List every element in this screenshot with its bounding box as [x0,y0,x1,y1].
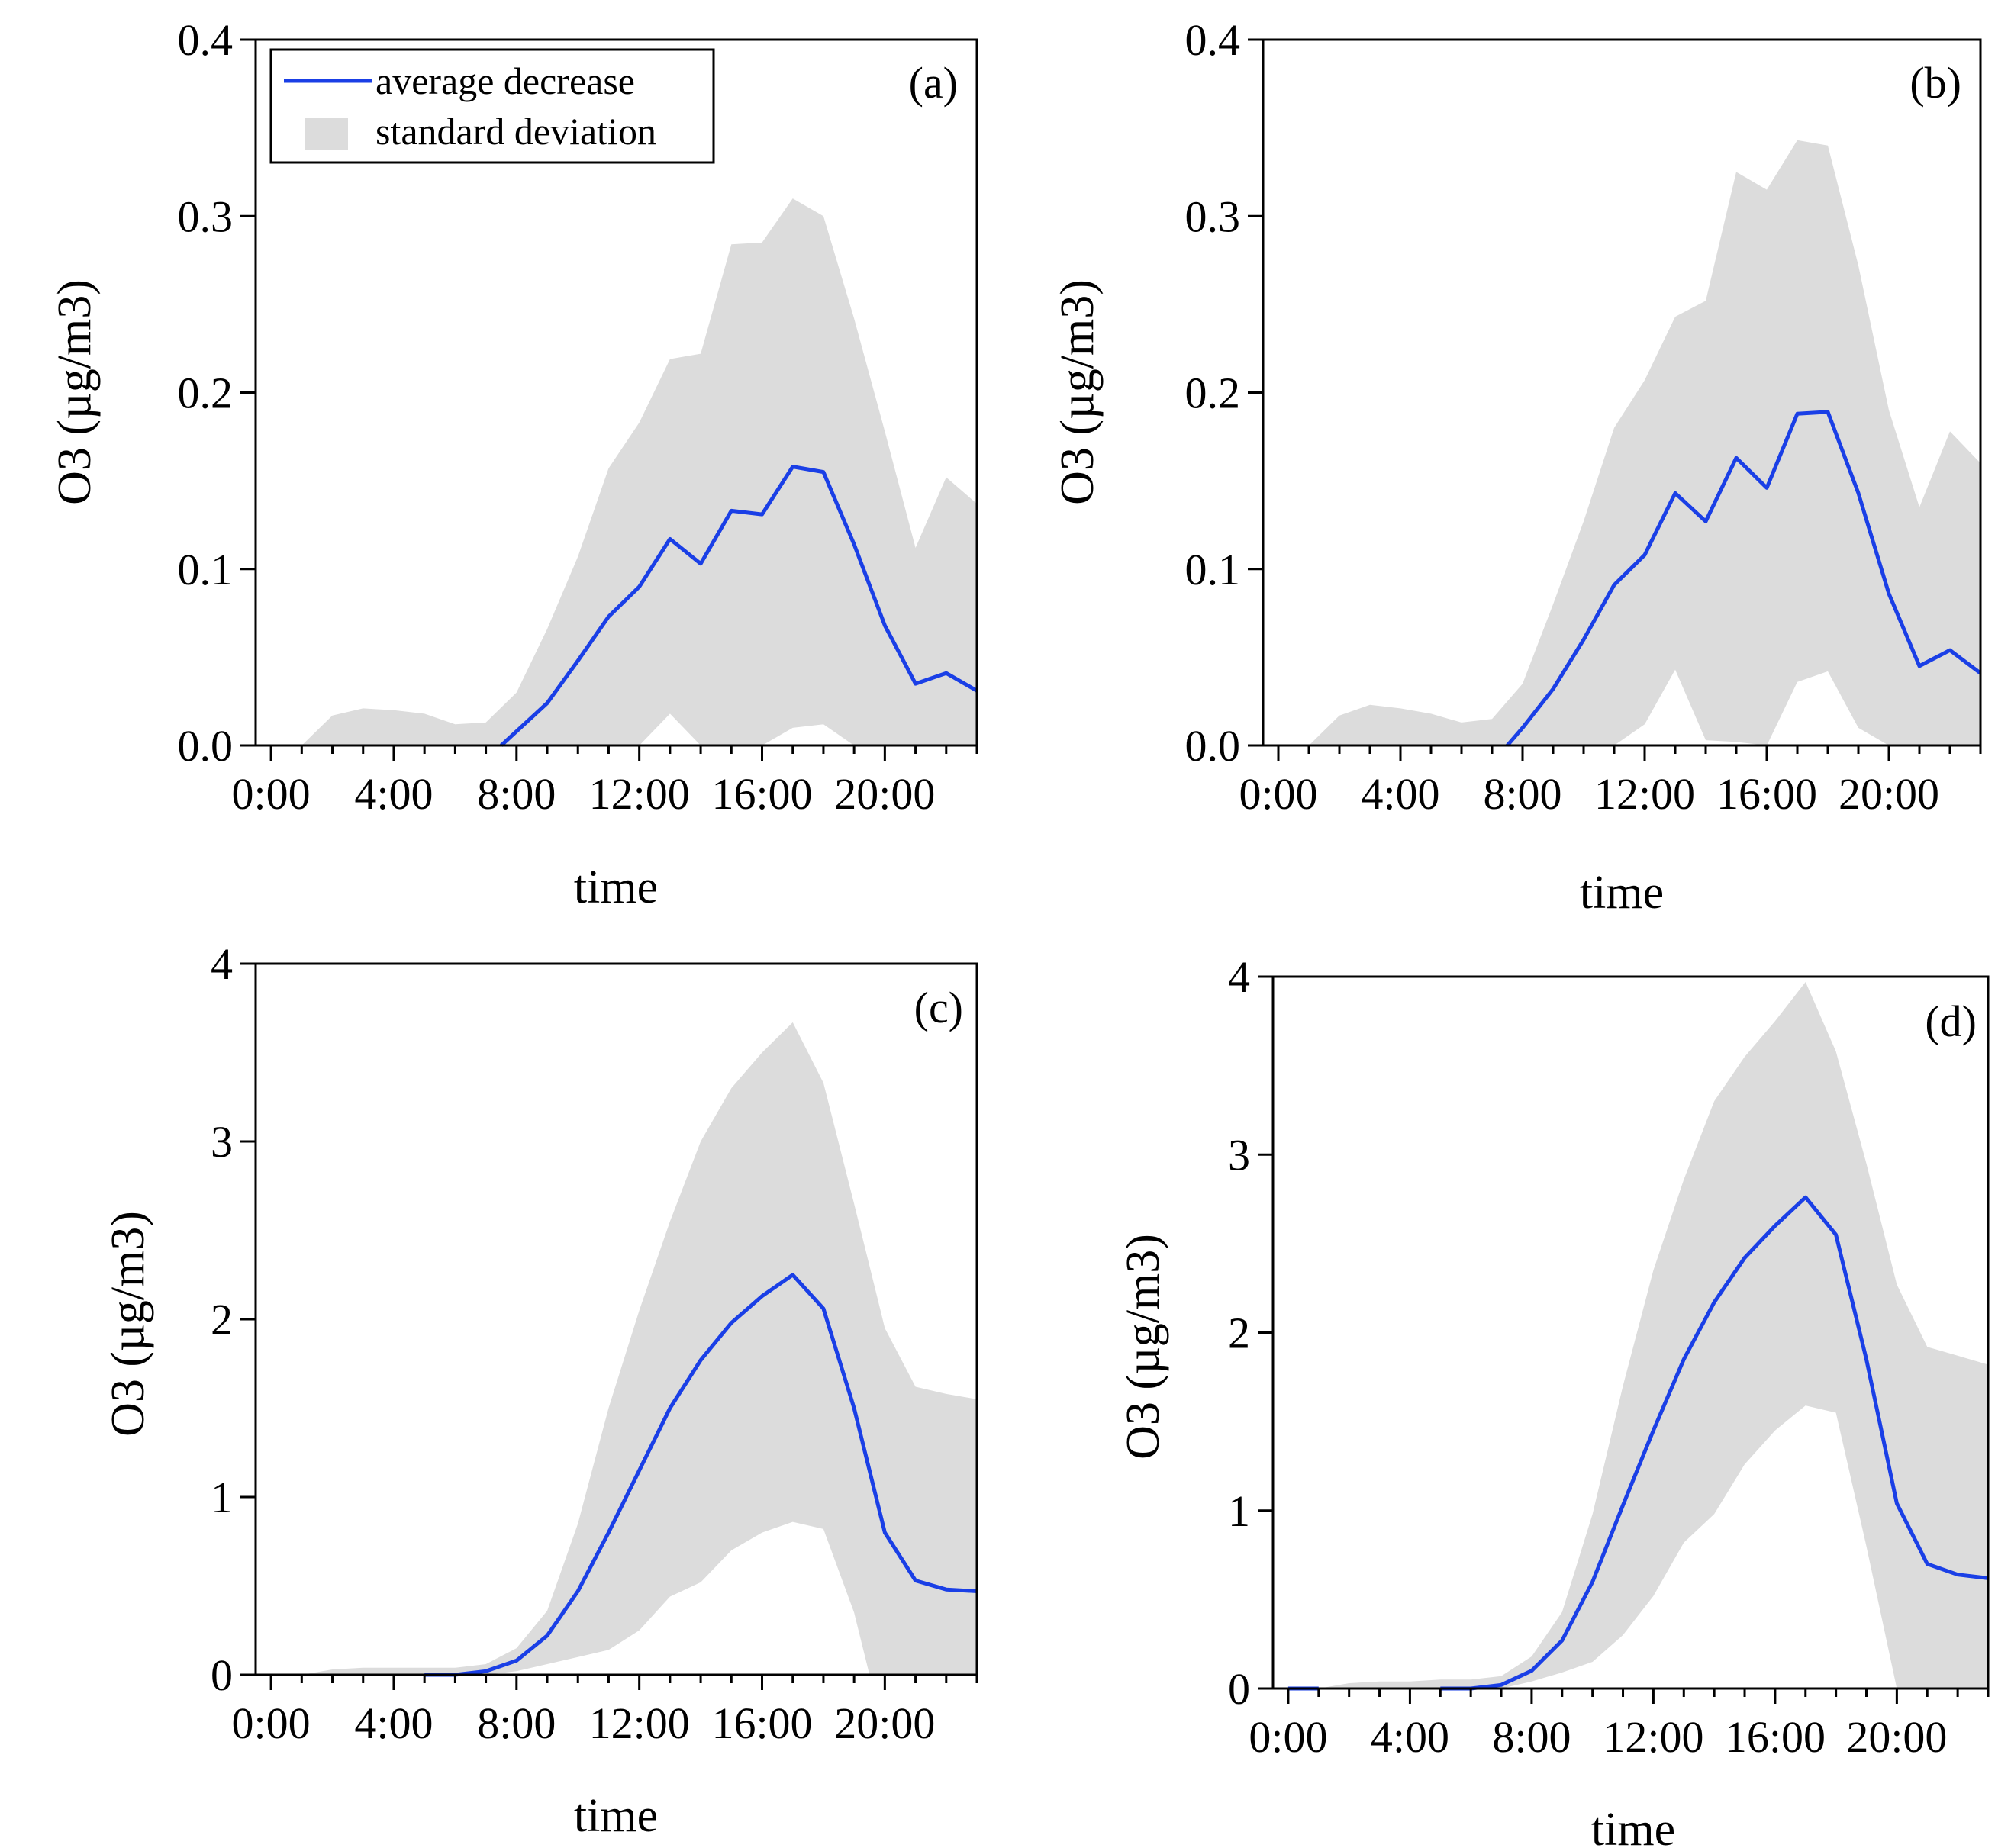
panel-label: (b) [1909,58,1961,108]
y-axis-title: O3 (µg/m3) [102,1211,154,1437]
y-tick-label: 0.2 [178,369,234,418]
x-tick-label: 8:00 [477,1698,556,1748]
x-tick-label: 20:00 [834,769,935,819]
sd-band [301,198,977,746]
sd-band-layer [301,1022,977,1675]
average-decrease-line [424,1273,978,1677]
panel-d: 0:00 4:00 8:00 12:00 16:00 20:00 0 1 2 3 4 (d) ti… [1117,952,1990,1848]
x-tick-label: 4:00 [354,1698,433,1748]
y-axis-title: O3 (µg/m3) [1117,1234,1169,1460]
sd-band [1309,140,1980,746]
y-tick-label: 4 [1228,952,1250,1002]
x-axis-title: time [574,1790,658,1842]
y-tick-label: 0.1 [1185,545,1241,594]
legend-line-label: average decrease [375,60,635,102]
y-axis-title-text: O3 (µg/m3) [49,279,101,505]
y-tick-label: 3 [1228,1130,1250,1180]
y-tick-label: 2 [1228,1309,1250,1358]
x-tick-label: 0:00 [1249,1712,1327,1762]
x-tick-label: 16:00 [711,1698,812,1748]
sd-band-layer [1318,982,1988,1689]
y-tick-label: 3 [211,1117,233,1167]
y-tick-label: 1 [211,1473,233,1522]
legend: average decrease standard deviation [269,48,715,164]
y-tick-label: 0.1 [178,545,234,594]
y-tick-label: 2 [211,1295,233,1344]
sd-band-layer [1309,140,1980,746]
y-axis-title-text: O3 (µg/m3) [102,1211,154,1437]
y-ticks: 0 1 2 3 4 [211,939,256,1700]
y-ticks: 0 1 2 3 4 [1228,952,1273,1714]
x-tick-label: 4:00 [1361,769,1439,819]
x-ticks: 0:00 4:00 8:00 12:00 16:00 20:00 [1249,1689,1990,1762]
y-tick-label: 0.2 [1185,369,1241,418]
x-tick-label: 0:00 [232,1698,311,1748]
sd-band [1318,982,1988,1689]
panel-label: (c) [914,983,963,1032]
x-axis-title: time [574,861,658,913]
legend-band-label: standard deviation [375,110,656,153]
y-tick-label: 0.4 [178,15,234,65]
x-tick-label: 12:00 [589,1698,690,1748]
x-axis-title: time [1591,1804,1675,1848]
y-axis-title-text: O3 (µg/m3) [1117,1234,1169,1460]
x-tick-label: 12:00 [1594,769,1695,819]
panel-b: 0:00 4:00 8:00 12:00 16:00 20:00 0.0 0.1 0.2 0.3… [1052,15,1982,919]
y-tick-label: 0.3 [178,192,234,241]
x-tick-label: 8:00 [477,769,556,819]
x-tick-label: 8:00 [1483,769,1561,819]
y-ticks: 0.0 0.1 0.2 0.3 0.4 [1185,15,1263,771]
x-tick-label: 16:00 [1725,1712,1826,1762]
x-tick-label: 4:00 [354,769,433,819]
y-ticks: 0.0 0.1 0.2 0.3 0.4 [178,15,256,771]
y-axis-title-text: O3 (µg/m3) [1052,279,1104,505]
average-decrease-line [1440,1195,1989,1691]
y-tick-label: 0.0 [1185,721,1241,771]
y-tick-label: 1 [1228,1486,1250,1536]
sd-band-layer [301,198,977,746]
x-ticks: 0:00 4:00 8:00 12:00 16:00 20:00 [232,745,978,819]
x-tick-label: 0:00 [1239,769,1317,819]
x-ticks: 0:00 4:00 8:00 12:00 16:00 20:00 [1239,745,1982,819]
legend-band-swatch [305,118,348,150]
sd-band [301,1022,977,1675]
average-line-layer [1506,410,1982,747]
panel-label: (d) [1925,996,1977,1046]
y-tick-label: 0.0 [178,721,234,771]
average-line-layer [424,1273,978,1677]
x-axis-title: time [1580,867,1664,919]
y-tick-label: 0.3 [1185,192,1241,241]
y-tick-label: 4 [211,939,233,989]
x-tick-label: 12:00 [589,769,690,819]
y-tick-label: 0 [1228,1664,1250,1714]
average-decrease-line [500,465,978,747]
x-tick-label: 20:00 [1846,1712,1947,1762]
average-decrease-line [1506,410,1982,747]
panel-label: (a) [909,58,958,108]
y-tick-label: 0.4 [1185,15,1241,65]
x-tick-label: 8:00 [1492,1712,1571,1762]
average-line-layer [500,465,978,747]
panel-c: 0:00 4:00 8:00 12:00 16:00 20:00 0 1 2 3 4 (c) ti… [102,939,978,1842]
y-axis-title: O3 (µg/m3) [1052,279,1104,505]
x-tick-label: 16:00 [711,769,812,819]
x-tick-label: 20:00 [834,1698,935,1748]
x-tick-label: 20:00 [1839,769,1939,819]
y-tick-label: 0 [211,1650,233,1700]
y-axis-title: O3 (µg/m3) [49,279,101,505]
x-tick-label: 12:00 [1603,1712,1703,1762]
x-tick-label: 0:00 [232,769,311,819]
x-tick-label: 16:00 [1716,769,1817,819]
x-ticks: 0:00 4:00 8:00 12:00 16:00 20:00 [232,1675,978,1748]
panel-a: 0:00 4:00 8:00 12:00 16:00 20:00 0.0 0.1 0.2 0.3… [49,15,978,913]
x-tick-label: 4:00 [1371,1712,1449,1762]
